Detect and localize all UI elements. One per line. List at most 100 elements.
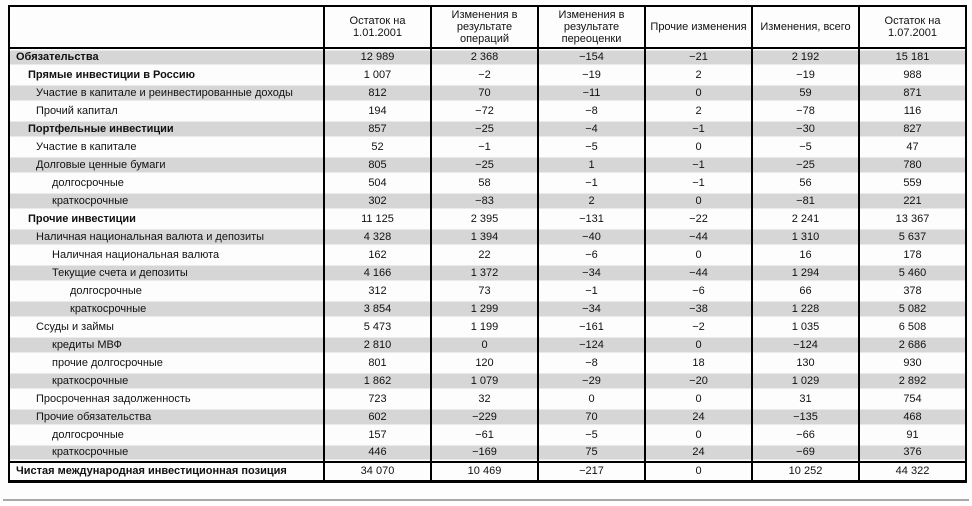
cell-value: 988	[858, 66, 967, 84]
row-label: Участие в капитале и реинвестированные д…	[8, 84, 325, 102]
cell-value: 10 252	[751, 461, 860, 482]
cell-value: 47	[858, 138, 967, 156]
table-body: Обязательства 12 989 2 368 −154 −21 2 192 15 1…	[8, 48, 967, 482]
cell-value: −1	[537, 282, 646, 300]
table-row: краткосрочные 3 854 1 299 −34 −38 1 228 5 082	[8, 300, 967, 318]
table-header-row: Остаток на 1.01.2001 Изменения в результ…	[8, 5, 967, 49]
cell-value: 0	[644, 461, 753, 482]
table-row: Просроченная задолженность 723 32 0 0 31 754	[8, 390, 967, 408]
cell-value: 1 199	[430, 318, 539, 336]
cell-value: 116	[858, 102, 967, 120]
row-label: Долговые ценные бумаги	[8, 156, 325, 174]
cell-value: 1 007	[323, 66, 432, 84]
cell-value: 120	[430, 354, 539, 372]
cell-value: −2	[430, 66, 539, 84]
row-label: Наличная национальная валюта	[8, 246, 325, 264]
table-row: Прямые инвестиции в Россию 1 007 −2 −19 2 −19…	[8, 66, 967, 84]
cell-value: 5 082	[858, 300, 967, 318]
cell-value: −38	[644, 300, 753, 318]
cell-value: 0	[537, 390, 646, 408]
cell-value: 0	[644, 246, 753, 264]
cell-value: 12 989	[323, 48, 432, 66]
cell-value: −40	[537, 228, 646, 246]
cell-value: 504	[323, 174, 432, 192]
row-label: Участие в капитале	[8, 138, 325, 156]
cell-value: −1	[537, 174, 646, 192]
cell-value: −34	[537, 264, 646, 282]
cell-value: 70	[430, 84, 539, 102]
cell-value: 11 125	[323, 210, 432, 228]
cell-value: 2 241	[751, 210, 860, 228]
column-header-closing: Остаток на 1.07.2001	[858, 5, 967, 49]
cell-value: 5 460	[858, 264, 967, 282]
cell-value: 812	[323, 84, 432, 102]
table-row: Участие в капитале 52 −1 −5 0 −5 47	[8, 138, 967, 156]
cell-value: −69	[751, 444, 860, 462]
cell-value: 5 473	[323, 318, 432, 336]
cell-value: −8	[537, 354, 646, 372]
cell-value: −8	[537, 102, 646, 120]
table-row: Наличная национальная валюта 162 22 −6 0 16 17…	[8, 246, 967, 264]
cell-value: 827	[858, 120, 967, 138]
cell-value: 602	[323, 408, 432, 426]
cell-value: 24	[644, 408, 753, 426]
cell-value: −25	[430, 120, 539, 138]
cell-value: −34	[537, 300, 646, 318]
row-label: Текущие счета и депозиты	[8, 264, 325, 282]
cell-value: −44	[644, 228, 753, 246]
cell-value: −22	[644, 210, 753, 228]
cell-value: 0	[644, 336, 753, 354]
cell-value: −66	[751, 426, 860, 444]
cell-value: −124	[537, 336, 646, 354]
cell-value: 162	[323, 246, 432, 264]
table-row: краткосрочные 302 −83 2 0 −81 221	[8, 192, 967, 210]
cell-value: 2 192	[751, 48, 860, 66]
cell-value: 1 310	[751, 228, 860, 246]
cell-value: 1 294	[751, 264, 860, 282]
table-row: прочие долгосрочные 801 120 −8 18 130 930	[8, 354, 967, 372]
cell-value: −154	[537, 48, 646, 66]
cell-value: 2 395	[430, 210, 539, 228]
cell-value: −124	[751, 336, 860, 354]
cell-value: −25	[751, 156, 860, 174]
cell-value: 2 368	[430, 48, 539, 66]
cell-value: 91	[858, 426, 967, 444]
table-row: Портфельные инвестиции 857 −25 −4 −1 −30 827	[8, 120, 967, 138]
row-label: краткосрочные	[8, 192, 325, 210]
column-header-revaluation: Изменения в результате переоценки	[537, 5, 646, 49]
row-label: краткосрочные	[8, 444, 325, 462]
cell-value: 559	[858, 174, 967, 192]
table-row: Ссуды и займы 5 473 1 199 −161 −2 1 035 6 508	[8, 318, 967, 336]
cell-value: −161	[537, 318, 646, 336]
table-row: Прочие обязательства 602 −229 70 24 −135 468	[8, 408, 967, 426]
row-label: долгосрочные	[8, 174, 325, 192]
column-header-opening: Остаток на 1.01.2001	[323, 5, 432, 49]
cell-value: 857	[323, 120, 432, 138]
cell-value: 1 228	[751, 300, 860, 318]
cell-value: −131	[537, 210, 646, 228]
cell-value: 871	[858, 84, 967, 102]
cell-value: 44 322	[858, 461, 967, 482]
table-row: Текущие счета и депозиты 4 166 1 372 −34 −44…	[8, 264, 967, 282]
cell-value: 2	[644, 66, 753, 84]
cell-value: 4 166	[323, 264, 432, 282]
column-header-other: Прочие изменения	[644, 5, 753, 49]
row-label: Портфельные инвестиции	[8, 120, 325, 138]
row-label: краткосрочные	[8, 372, 325, 390]
cell-value: 6 508	[858, 318, 967, 336]
table-row: Обязательства 12 989 2 368 −154 −21 2 192 15 1…	[8, 48, 967, 66]
cell-value: 221	[858, 192, 967, 210]
cell-value: 468	[858, 408, 967, 426]
table-row: Долговые ценные бумаги 805 −25 1 −1 −25 780	[8, 156, 967, 174]
cell-value: 66	[751, 282, 860, 300]
liabilities-table: Остаток на 1.01.2001 Изменения в результ…	[8, 5, 967, 483]
page-bottom-rule	[3, 499, 969, 501]
cell-value: 1 079	[430, 372, 539, 390]
row-label: долгосрочные	[8, 426, 325, 444]
row-label: кредиты МВФ	[8, 336, 325, 354]
cell-value: −229	[430, 408, 539, 426]
cell-value: −25	[430, 156, 539, 174]
cell-value: 0	[430, 336, 539, 354]
row-label: Обязательства	[8, 48, 325, 66]
table-row: долгосрочные 504 58 −1 −1 56 559	[8, 174, 967, 192]
